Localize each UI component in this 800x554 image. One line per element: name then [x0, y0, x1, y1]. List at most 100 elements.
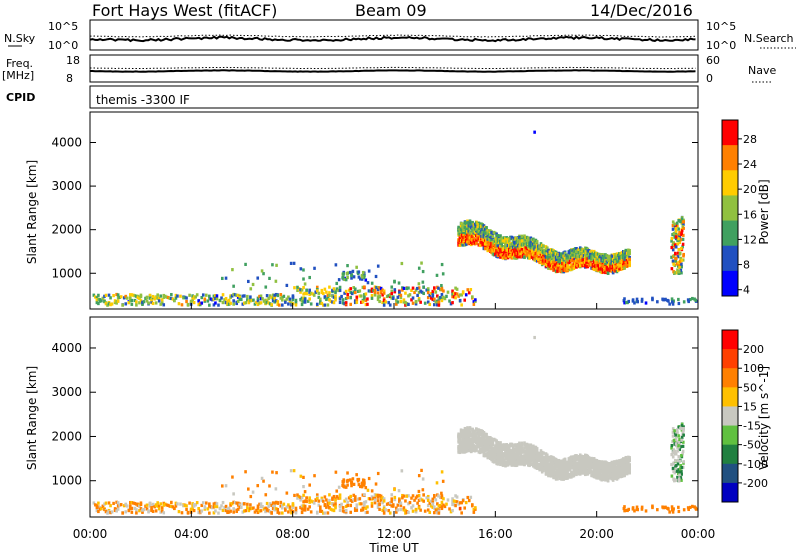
velocity-cell — [423, 509, 427, 513]
power-cell — [682, 300, 686, 304]
velocity-cell — [170, 500, 173, 504]
velocity-cell — [417, 498, 421, 502]
velocity-cell — [337, 496, 340, 500]
power-cell — [302, 292, 305, 296]
velocity-cell — [431, 497, 435, 501]
power-cell — [361, 275, 364, 279]
power-cell — [358, 289, 362, 293]
velocity-cell — [212, 511, 216, 515]
power-cell — [226, 302, 229, 306]
velocity-cell — [381, 501, 384, 505]
velocity-cell — [218, 506, 222, 510]
velocity-cell — [358, 502, 362, 506]
power-cell — [535, 240, 539, 244]
velocity-cell — [335, 489, 339, 493]
power-cell — [364, 303, 368, 307]
velocity-cell — [129, 507, 132, 511]
power-cell — [129, 299, 132, 303]
power-cell — [468, 227, 472, 231]
power-cell — [676, 224, 679, 228]
power-cell — [396, 295, 400, 299]
velocity-cell — [116, 504, 120, 508]
power-cell — [325, 297, 328, 302]
power-cell — [533, 250, 536, 254]
velocity-cell — [422, 499, 425, 503]
velocity-cell — [382, 499, 386, 503]
power-cell — [157, 296, 161, 300]
power-cell — [376, 295, 380, 299]
power-cell — [423, 301, 427, 305]
velocity-cell — [469, 495, 473, 499]
velocity-cell — [361, 478, 365, 482]
power-cell — [232, 284, 235, 288]
velocity-cell — [145, 507, 149, 511]
velocity-cell — [154, 503, 158, 508]
power-cell — [566, 263, 569, 267]
power-cell — [302, 268, 305, 272]
power-cell — [417, 282, 421, 286]
power-cell — [457, 225, 460, 229]
power-cell — [499, 255, 502, 259]
velocity-cell — [461, 499, 465, 503]
power-cell — [345, 271, 349, 276]
power-cell — [426, 296, 430, 300]
velocity-cell — [247, 487, 250, 491]
power-cell — [686, 298, 690, 302]
power-cell — [97, 301, 100, 306]
velocity-cell — [160, 506, 164, 510]
velocity-cell — [451, 508, 454, 513]
velocity-cell — [402, 506, 406, 510]
power-cell — [223, 298, 226, 302]
velocity-cell — [302, 493, 305, 497]
power-cell — [221, 300, 225, 305]
velocity-cell — [390, 499, 394, 503]
power-cell — [387, 294, 391, 298]
velocity-cell — [322, 511, 325, 515]
velocity-cell — [426, 498, 430, 502]
velocity-cell — [439, 503, 442, 508]
velocity-cell — [302, 500, 305, 504]
power-cell — [671, 248, 675, 252]
velocity-cell — [457, 432, 460, 436]
velocity-cell — [294, 511, 298, 515]
power-cell — [431, 294, 435, 298]
velocity-cell — [334, 470, 338, 474]
velocity-cell — [342, 480, 345, 484]
velocity-cell — [302, 484, 305, 489]
power-cell — [130, 298, 134, 303]
velocity-cell — [575, 454, 578, 458]
velocity-cell — [97, 501, 100, 505]
velocity-cell — [420, 468, 423, 472]
power-cell — [221, 293, 225, 297]
velocity-cell — [323, 511, 327, 515]
power-cell — [442, 295, 445, 299]
power-cell — [132, 293, 135, 297]
power-cell — [516, 255, 520, 259]
velocity-cell — [458, 501, 462, 505]
power-cell — [373, 288, 377, 293]
power-cell — [578, 263, 582, 267]
power-cell — [674, 229, 678, 233]
velocity-cell — [179, 502, 182, 506]
power-cell — [323, 287, 327, 291]
power-cell — [455, 287, 459, 291]
velocity-cell — [421, 488, 425, 492]
velocity-cell — [363, 503, 366, 507]
power-heatmap-cells — [92, 130, 698, 307]
velocity-cell — [483, 454, 487, 458]
velocity-cell — [232, 510, 235, 514]
power-cell — [436, 294, 439, 298]
power-cell — [445, 294, 448, 298]
power-cell — [273, 300, 277, 304]
power-cell — [319, 297, 322, 301]
power-cell — [224, 296, 228, 301]
velocity-cell — [148, 501, 152, 505]
power-cell — [674, 245, 678, 249]
power-cell — [449, 302, 453, 306]
velocity-cell — [332, 508, 336, 513]
velocity-cell — [238, 503, 242, 507]
velocity-cell — [442, 503, 445, 507]
power-cell — [270, 303, 273, 307]
power-cell — [115, 292, 118, 297]
colorbar-tick-label: 8 — [743, 259, 750, 272]
